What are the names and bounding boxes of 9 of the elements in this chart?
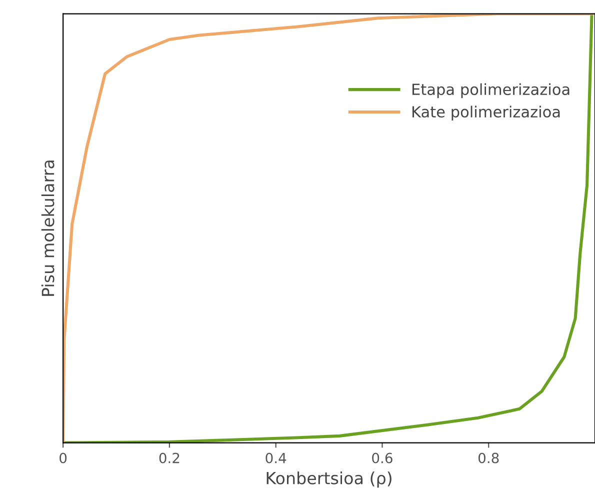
- y-axis-title: Pisu molekularra: [41, 160, 54, 296]
- x-tick-label: 0.4: [266, 452, 286, 464]
- x-tick-label: 0: [60, 452, 67, 464]
- x-axis-title: Konbertsioa (ρ): [266, 472, 392, 488]
- x-tick-label: 0.2: [159, 452, 180, 464]
- x-tick-label: 0.6: [372, 452, 392, 464]
- x-tick-label: 0.8: [478, 452, 499, 464]
- legend-label: Etapa polimerizazioa: [412, 83, 570, 98]
- legend-label: Kate polimerizazioa: [412, 106, 560, 121]
